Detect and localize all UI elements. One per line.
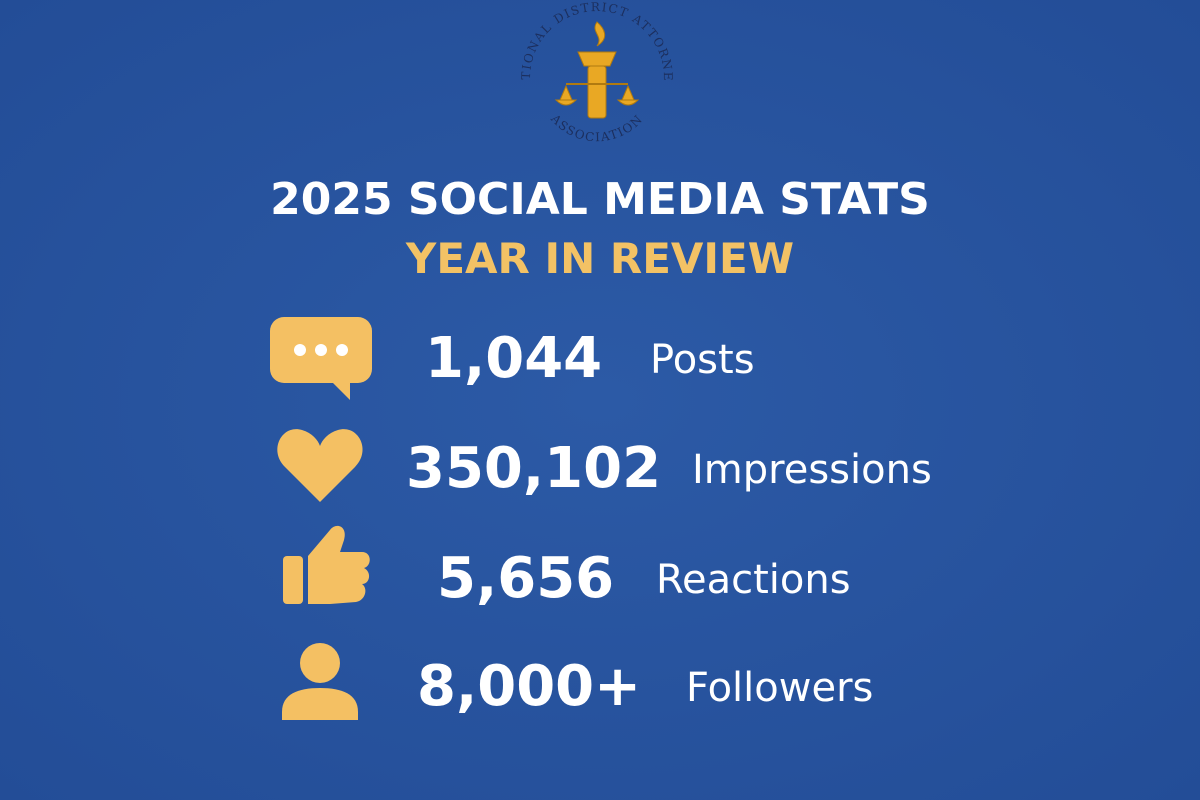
like-icon bbox=[283, 525, 370, 604]
stat-value: 5,656 bbox=[437, 546, 614, 611]
stat-label: Followers bbox=[686, 665, 873, 711]
stat-label: Reactions bbox=[656, 557, 851, 603]
stat-row: 8,000+ Followers bbox=[417, 654, 873, 719]
icons bbox=[270, 317, 372, 720]
subtitle: YEAR IN REVIEW bbox=[405, 234, 794, 283]
user-icon bbox=[282, 643, 358, 720]
stat-label: Posts bbox=[650, 337, 755, 383]
stat-value: 350,102 bbox=[406, 436, 661, 501]
title: 2025 SOCIAL MEDIA STATS bbox=[270, 174, 930, 225]
stat-row: 1,044 Posts bbox=[425, 326, 755, 391]
logo-emblem bbox=[554, 21, 640, 119]
stat-row: 5,656 Reactions bbox=[437, 546, 851, 611]
stat-value: 8,000+ bbox=[417, 654, 641, 719]
stats-list: 1,044 Posts 350,102 Impressions 5,656 Reactio… bbox=[406, 326, 932, 719]
stat-value: 1,044 bbox=[425, 326, 602, 391]
stat-row: 350,102 Impressions bbox=[406, 436, 932, 501]
stat-label: Impressions bbox=[692, 447, 932, 493]
comment-icon bbox=[270, 317, 372, 400]
heart-icon bbox=[277, 429, 363, 502]
